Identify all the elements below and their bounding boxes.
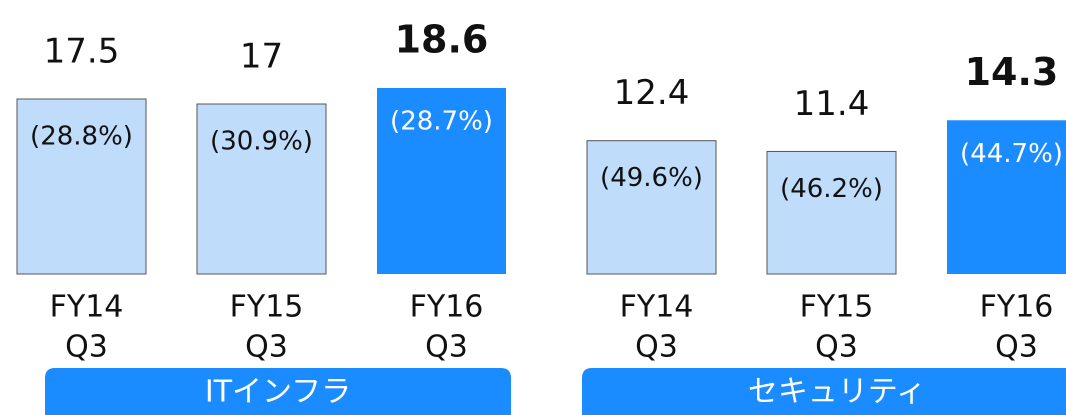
- value-label: 12.4: [614, 73, 690, 113]
- bar: [947, 120, 1066, 275]
- x-tick-label: Q3: [245, 330, 288, 365]
- x-tick-label: FY15: [230, 290, 304, 325]
- share-label: (28.8%): [30, 122, 133, 152]
- share-label: (46.2%): [780, 174, 883, 204]
- value-label: 14.3: [965, 50, 1059, 94]
- x-tick-label: Q3: [425, 330, 468, 365]
- x-tick-label: Q3: [815, 330, 858, 365]
- x-tick-label: FY14: [620, 290, 694, 325]
- bar: [586, 140, 717, 275]
- value-label: 17.5: [44, 32, 120, 72]
- value-label: 18.6: [395, 18, 489, 62]
- bar: [377, 88, 506, 274]
- group-banner: [582, 368, 1066, 415]
- share-label: (49.6%): [600, 163, 703, 193]
- share-label: (28.7%): [390, 107, 493, 137]
- x-tick-label: FY15: [800, 290, 874, 325]
- x-tick-label: Q3: [635, 330, 678, 365]
- bar: [196, 103, 327, 275]
- group-title: セキュリティ: [748, 375, 926, 410]
- group-title: ITインフラ: [205, 375, 351, 410]
- value-label: 11.4: [794, 84, 870, 124]
- x-tick-label: FY14: [50, 290, 124, 325]
- bar: [16, 98, 147, 275]
- x-tick-label: FY16: [410, 290, 484, 325]
- group-banner: [45, 368, 511, 415]
- value-label: 17: [240, 37, 283, 77]
- x-tick-label: Q3: [995, 330, 1038, 365]
- x-tick-label: FY16: [980, 290, 1054, 325]
- x-tick-label: Q3: [65, 330, 108, 365]
- bar: [766, 150, 897, 275]
- share-label: (44.7%): [960, 139, 1063, 169]
- share-label: (30.9%): [210, 127, 313, 157]
